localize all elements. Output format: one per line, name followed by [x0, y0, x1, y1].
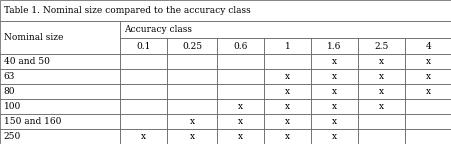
Text: x: x	[285, 117, 290, 126]
Text: 250: 250	[4, 132, 21, 141]
Bar	[357, 38, 404, 54]
Bar	[216, 84, 263, 99]
Text: x: x	[331, 117, 336, 126]
Text: x: x	[238, 117, 243, 126]
Bar	[404, 99, 451, 114]
Bar	[216, 129, 263, 144]
Bar	[357, 84, 404, 99]
Bar	[310, 38, 357, 54]
Text: 1: 1	[284, 42, 290, 51]
Text: x: x	[425, 87, 430, 96]
Text: x: x	[189, 132, 194, 141]
Text: x: x	[285, 72, 290, 81]
Text: x: x	[285, 87, 290, 96]
Bar	[0, 0, 451, 21]
Text: x: x	[331, 57, 336, 66]
Bar	[216, 54, 263, 69]
Bar	[216, 99, 263, 114]
Bar	[120, 54, 167, 69]
Bar	[263, 99, 310, 114]
Bar	[0, 21, 120, 54]
Bar	[404, 114, 451, 129]
Bar	[0, 114, 120, 129]
Bar	[0, 129, 120, 144]
Bar	[216, 69, 263, 84]
Text: x: x	[331, 102, 336, 111]
Bar	[120, 114, 167, 129]
Text: x: x	[285, 102, 290, 111]
Bar	[120, 129, 167, 144]
Text: 0.25: 0.25	[182, 42, 202, 51]
Text: x: x	[285, 132, 290, 141]
Bar	[404, 84, 451, 99]
Bar	[357, 54, 404, 69]
Bar	[216, 38, 263, 54]
Text: 0.1: 0.1	[136, 42, 151, 51]
Text: Accuracy class: Accuracy class	[124, 25, 192, 34]
Text: x: x	[425, 72, 430, 81]
Bar	[120, 38, 167, 54]
Bar	[263, 84, 310, 99]
Text: Nominal size: Nominal size	[4, 33, 63, 42]
Text: Table 1. Nominal size compared to the accuracy class: Table 1. Nominal size compared to the ac…	[4, 6, 250, 15]
Bar	[120, 69, 167, 84]
Text: 0.6: 0.6	[233, 42, 247, 51]
Bar	[167, 99, 216, 114]
Bar	[310, 69, 357, 84]
Text: x: x	[425, 57, 430, 66]
Bar	[404, 129, 451, 144]
Bar	[167, 84, 216, 99]
Bar	[357, 99, 404, 114]
Bar	[216, 114, 263, 129]
Text: x: x	[378, 102, 383, 111]
Bar	[0, 69, 120, 84]
Text: x: x	[189, 117, 194, 126]
Bar	[357, 114, 404, 129]
Bar	[167, 129, 216, 144]
Bar	[263, 38, 310, 54]
Bar	[263, 54, 310, 69]
Text: x: x	[331, 132, 336, 141]
Text: x: x	[141, 132, 146, 141]
Text: x: x	[378, 87, 383, 96]
Bar	[167, 38, 216, 54]
Bar	[0, 99, 120, 114]
Text: 1.6: 1.6	[327, 42, 341, 51]
Text: 63: 63	[4, 72, 15, 81]
Text: x: x	[238, 132, 243, 141]
Text: x: x	[331, 87, 336, 96]
Text: 150 and 160: 150 and 160	[4, 117, 61, 126]
Bar	[120, 99, 167, 114]
Bar	[0, 84, 120, 99]
Text: 4: 4	[425, 42, 430, 51]
Text: 100: 100	[4, 102, 21, 111]
Bar	[357, 69, 404, 84]
Bar	[120, 84, 167, 99]
Text: x: x	[331, 72, 336, 81]
Bar	[310, 54, 357, 69]
Bar	[404, 38, 451, 54]
Bar	[0, 54, 120, 69]
Bar	[310, 129, 357, 144]
Bar	[263, 129, 310, 144]
Text: 2.5: 2.5	[373, 42, 388, 51]
Bar	[167, 114, 216, 129]
Bar	[310, 99, 357, 114]
Bar	[167, 54, 216, 69]
Bar	[310, 84, 357, 99]
Text: 40 and 50: 40 and 50	[4, 57, 49, 66]
Bar	[310, 114, 357, 129]
Text: x: x	[378, 72, 383, 81]
Bar	[404, 69, 451, 84]
Bar	[167, 69, 216, 84]
Bar	[357, 129, 404, 144]
Text: x: x	[378, 57, 383, 66]
Bar	[120, 21, 451, 38]
Bar	[263, 69, 310, 84]
Text: x: x	[238, 102, 243, 111]
Text: 80: 80	[4, 87, 15, 96]
Bar	[404, 54, 451, 69]
Bar	[263, 114, 310, 129]
